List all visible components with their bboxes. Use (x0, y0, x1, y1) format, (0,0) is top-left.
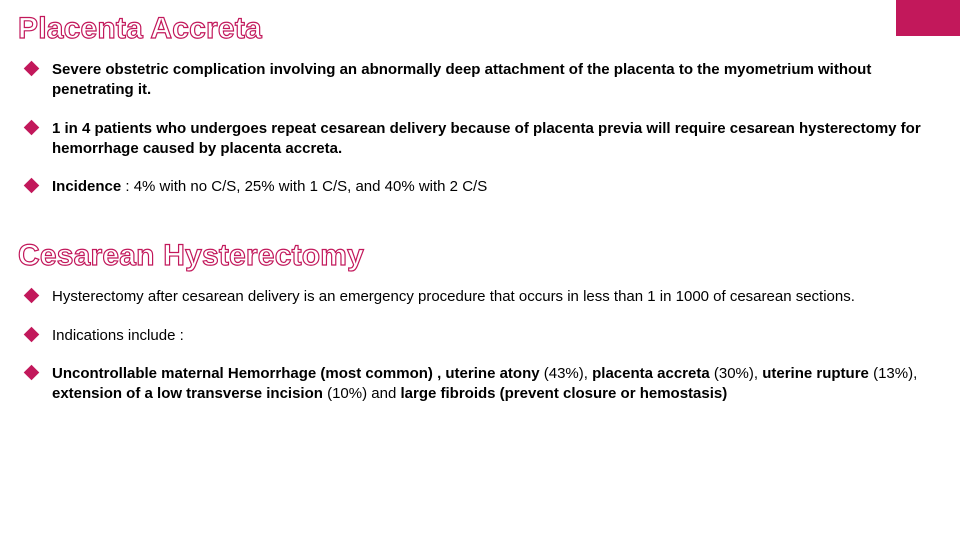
text-run: large fibroids (prevent closure or hemos… (400, 385, 727, 402)
diamond-bullet-icon (24, 288, 40, 304)
text-run: Incidence (52, 178, 125, 195)
text-run: Indications include : (52, 327, 184, 344)
bullet-item: Indications include : (26, 326, 942, 346)
bullet-list: Severe obstetric complication involving … (18, 60, 942, 197)
diamond-bullet-icon (24, 364, 40, 380)
text-run: (13%), (873, 365, 917, 382)
text-run: : 4% with no C/S, 25% with 1 C/S, and 40… (125, 178, 487, 195)
text-run: 1 in 4 patients who undergoes repeat ces… (52, 120, 921, 157)
bullet-item: 1 in 4 patients who undergoes repeat ces… (26, 119, 942, 160)
text-run: (43%), (544, 365, 592, 382)
bullet-item: Severe obstetric complication involving … (26, 60, 942, 101)
section-heading: Placenta Accreta (18, 12, 942, 46)
text-run: extension of a low transverse incision (52, 385, 327, 402)
corner-accent-box (896, 0, 960, 36)
text-run: uterine rupture (762, 365, 873, 382)
text-run: (10%) and (327, 385, 400, 402)
text-run: Severe obstetric complication involving … (52, 61, 871, 98)
diamond-bullet-icon (24, 61, 40, 77)
bullet-item: Uncontrollable maternal Hemorrhage (most… (26, 364, 942, 405)
text-run: placenta accreta (592, 365, 714, 382)
slide-page: Placenta Accreta Severe obstetric compli… (0, 0, 960, 540)
bullet-item: Incidence : 4% with no C/S, 25% with 1 C… (26, 177, 942, 197)
slide-content: Placenta Accreta Severe obstetric compli… (18, 12, 942, 404)
bullet-item: Hysterectomy after cesarean delivery is … (26, 287, 942, 307)
section-heading: Cesarean Hysterectomy (18, 239, 942, 273)
text-run: Hysterectomy after cesarean delivery is … (52, 288, 855, 305)
text-run: (30%), (714, 365, 762, 382)
diamond-bullet-icon (24, 178, 40, 194)
diamond-bullet-icon (24, 119, 40, 135)
diamond-bullet-icon (24, 326, 40, 342)
bullet-list: Hysterectomy after cesarean delivery is … (18, 287, 942, 404)
text-run: Uncontrollable maternal Hemorrhage (most… (52, 365, 544, 382)
